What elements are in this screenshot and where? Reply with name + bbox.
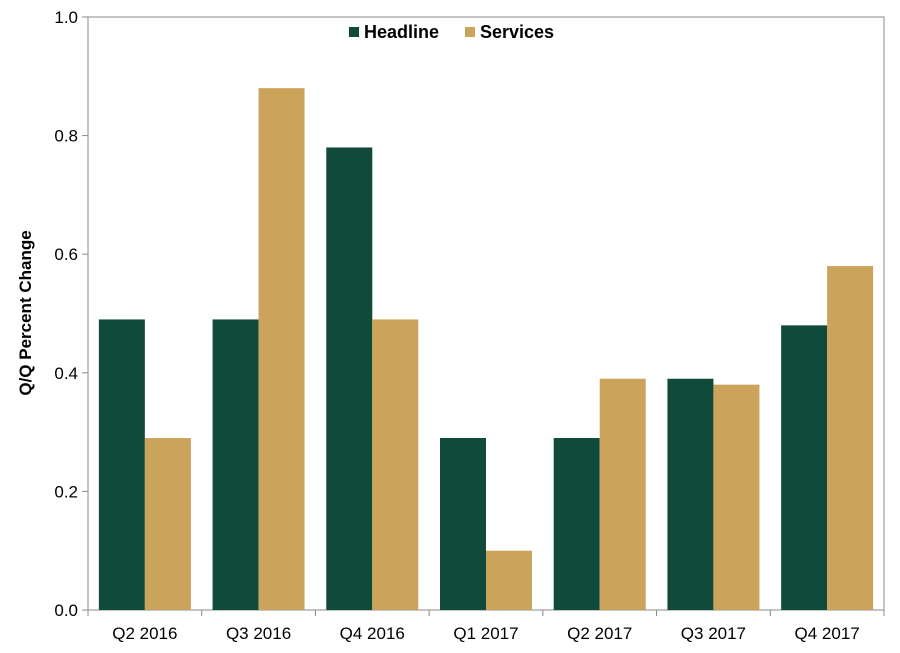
x-tick-label: Q4 2017: [795, 624, 860, 643]
x-tick-label: Q1 2017: [453, 624, 518, 643]
x-tick-label: Q2 2016: [112, 624, 177, 643]
bar-headline-6: [781, 325, 828, 610]
y-tick-label: 0.4: [54, 364, 78, 383]
y-tick-label: 0.2: [54, 482, 78, 501]
bar-headline-1: [212, 319, 259, 610]
legend-label-headline: Headline: [364, 22, 439, 42]
legend-swatch-services: [465, 27, 475, 37]
bar-headline-0: [98, 319, 145, 610]
legend-label-services: Services: [480, 22, 554, 42]
bar-headline-2: [326, 147, 373, 610]
bar-headline-3: [440, 438, 486, 610]
bar-services-6: [827, 266, 874, 610]
x-axis: Q2 2016 Q3 2016 Q4 2016 Q1 2017 Q2 2017 Q3 20…: [87, 610, 885, 643]
y-tick-label: 1.0: [54, 8, 78, 27]
bars: [98, 88, 874, 610]
x-tick-label: Q2 2017: [567, 624, 632, 643]
legend-swatch-headline: [349, 27, 359, 37]
bar-headline-4: [553, 438, 600, 610]
legend: Headline Services: [349, 22, 554, 42]
y-axis: 0.0 0.2 0.4 0.6 0.8 1.0: [54, 8, 88, 620]
bar-services-3: [486, 550, 532, 610]
x-tick-label: Q3 2016: [226, 624, 291, 643]
x-tick-label: Q4 2016: [340, 624, 405, 643]
y-tick-label: 0.8: [54, 127, 78, 146]
bar-services-4: [599, 378, 646, 610]
bar-services-2: [372, 319, 419, 610]
y-tick-label: 0.6: [54, 245, 78, 264]
bar-services-5: [713, 384, 760, 610]
bar-headline-5: [667, 378, 714, 610]
bar-services-0: [144, 438, 191, 610]
y-axis-title: Q/Q Percent Change: [16, 230, 35, 395]
y-tick-label: 0.0: [54, 601, 78, 620]
x-tick-label: Q3 2017: [681, 624, 746, 643]
bar-services-1: [258, 88, 305, 610]
